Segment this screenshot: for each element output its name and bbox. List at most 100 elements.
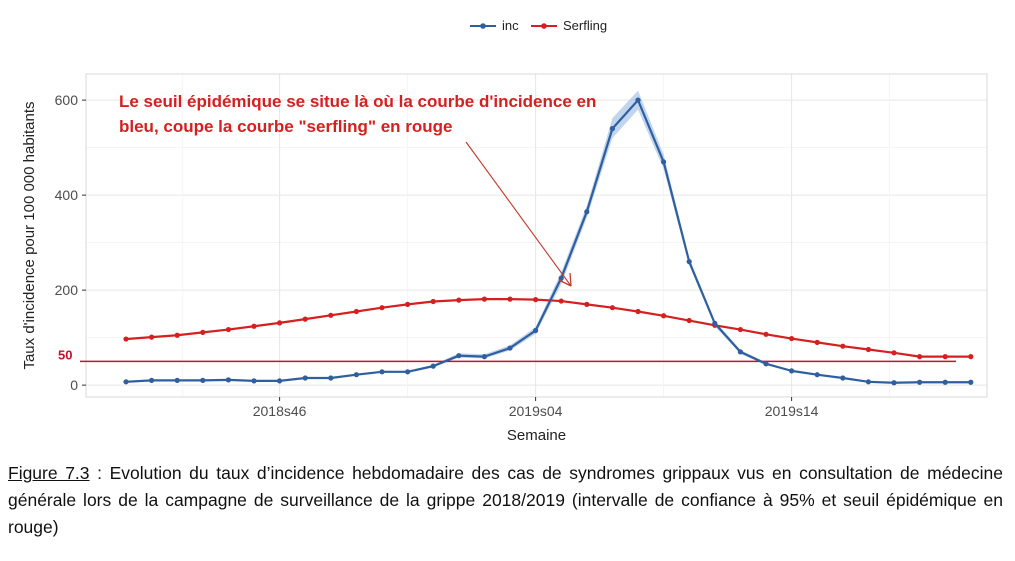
annotation-arrow — [465, 141, 572, 287]
grid — [86, 74, 987, 397]
data-point-inc — [737, 349, 744, 355]
data-point-serfling — [481, 296, 487, 302]
series-layer — [123, 97, 974, 386]
data-point-serfling — [123, 336, 129, 342]
figure-label: Figure 7.3 — [8, 463, 90, 483]
annotation-arrowhead — [558, 272, 572, 287]
series-inc — [123, 97, 974, 386]
y-tick-label: 400 — [55, 187, 79, 203]
legend-label: Serfling — [563, 18, 607, 33]
data-point-serfling — [328, 312, 334, 318]
data-point-inc — [328, 375, 334, 381]
data-point-inc — [405, 369, 411, 375]
data-point-serfling — [814, 339, 820, 345]
threshold-layer: 50 — [58, 347, 956, 362]
data-point-inc — [814, 372, 820, 378]
data-point-serfling — [533, 297, 539, 303]
data-point-serfling — [277, 320, 283, 326]
data-point-serfling — [379, 305, 385, 311]
data-point-serfling — [737, 326, 744, 333]
data-point-inc — [251, 378, 257, 384]
data-point-inc — [942, 379, 948, 385]
data-point-serfling — [789, 335, 795, 342]
x-tick-label: 2018s46 — [253, 403, 307, 419]
data-point-serfling — [635, 308, 641, 315]
legend-key-point — [541, 23, 547, 29]
data-point-serfling — [865, 346, 872, 353]
data-point-serfling — [405, 301, 411, 307]
data-point-serfling — [584, 301, 590, 307]
data-point-inc — [584, 209, 590, 215]
annotation-layer: Le seuil épidémique se situe là où la co… — [119, 92, 596, 287]
y-axis-title: Taux d'incidence pour 100 000 habitants — [21, 101, 38, 369]
data-point-serfling — [456, 297, 462, 303]
plot-panel — [85, 73, 988, 398]
y-tick-label: 0 — [70, 377, 78, 393]
data-point-serfling — [149, 334, 155, 340]
x-tick-label: 2019s04 — [509, 403, 563, 419]
data-point-serfling — [917, 354, 923, 360]
data-point-serfling — [661, 313, 667, 319]
data-point-inc — [149, 377, 155, 383]
x-axis-title: Semaine — [507, 427, 566, 444]
legend: inc Serfling — [470, 18, 607, 33]
caption-text: : Evolution du taux d’incidence hebdomad… — [8, 463, 1003, 537]
series-line-serfling — [125, 298, 971, 358]
y-tick-label: 600 — [55, 92, 79, 108]
data-point-serfling — [763, 331, 769, 337]
y-tick-label: 200 — [55, 282, 79, 298]
x-tick-label: 2019s14 — [765, 403, 819, 419]
data-point-serfling — [430, 298, 436, 305]
data-point-inc — [686, 259, 692, 265]
data-point-inc — [533, 327, 539, 334]
threshold-label: 50 — [58, 347, 72, 362]
data-point-serfling — [302, 316, 308, 322]
annotation-line: Le seuil épidémique se situe là où la co… — [119, 92, 596, 111]
data-point-inc — [789, 368, 795, 374]
data-point-inc — [507, 345, 513, 351]
data-point-inc — [430, 363, 436, 369]
data-point-inc — [635, 97, 641, 103]
data-point-inc — [302, 375, 308, 381]
data-point-serfling — [200, 329, 206, 335]
axes-layer: 0 200 400 600 2018s46 2019s04 2019s14 Semaine Ta… — [21, 92, 819, 444]
data-point-serfling — [353, 308, 359, 315]
data-point-serfling — [225, 326, 231, 333]
data-point-inc — [712, 320, 718, 326]
data-point-inc — [353, 372, 359, 378]
data-point-inc — [891, 380, 897, 386]
data-point-inc — [200, 377, 206, 383]
data-point-inc — [481, 354, 487, 360]
data-point-serfling — [891, 350, 897, 356]
data-point-serfling — [251, 323, 257, 329]
data-point-inc — [763, 361, 769, 367]
data-point-inc — [865, 379, 872, 385]
data-point-inc — [917, 379, 923, 385]
data-point-inc — [609, 126, 616, 132]
data-point-serfling — [507, 296, 513, 302]
data-point-serfling — [840, 343, 846, 349]
epidemic-chart: inc Serfling 50 0 200 400 600 2018s46 2019s04 2… — [21, 18, 988, 444]
data-point-serfling — [968, 354, 974, 360]
data-point-serfling — [174, 332, 180, 338]
data-point-inc — [174, 377, 180, 383]
legend-label: inc — [502, 18, 519, 33]
data-point-inc — [840, 375, 846, 381]
legend-item-serfling: Serfling — [531, 18, 607, 33]
series-line-inc — [125, 99, 971, 384]
data-point-serfling — [686, 317, 692, 324]
data-point-inc — [123, 379, 129, 385]
data-point-inc — [558, 275, 564, 281]
legend-item-inc: inc — [470, 18, 519, 33]
data-point-serfling — [942, 354, 948, 360]
data-point-inc — [225, 377, 231, 383]
data-point-serfling — [558, 298, 564, 304]
data-point-inc — [456, 353, 462, 359]
figure-caption: Figure 7.3 : Evolution du taux d’inciden… — [8, 460, 1003, 541]
data-point-inc — [661, 159, 667, 165]
data-point-inc — [968, 379, 974, 385]
annotation-line: bleu, coupe la courbe "serfling" en roug… — [119, 117, 453, 136]
data-point-serfling — [609, 305, 616, 311]
data-point-inc — [379, 369, 385, 375]
data-point-inc — [277, 378, 283, 384]
